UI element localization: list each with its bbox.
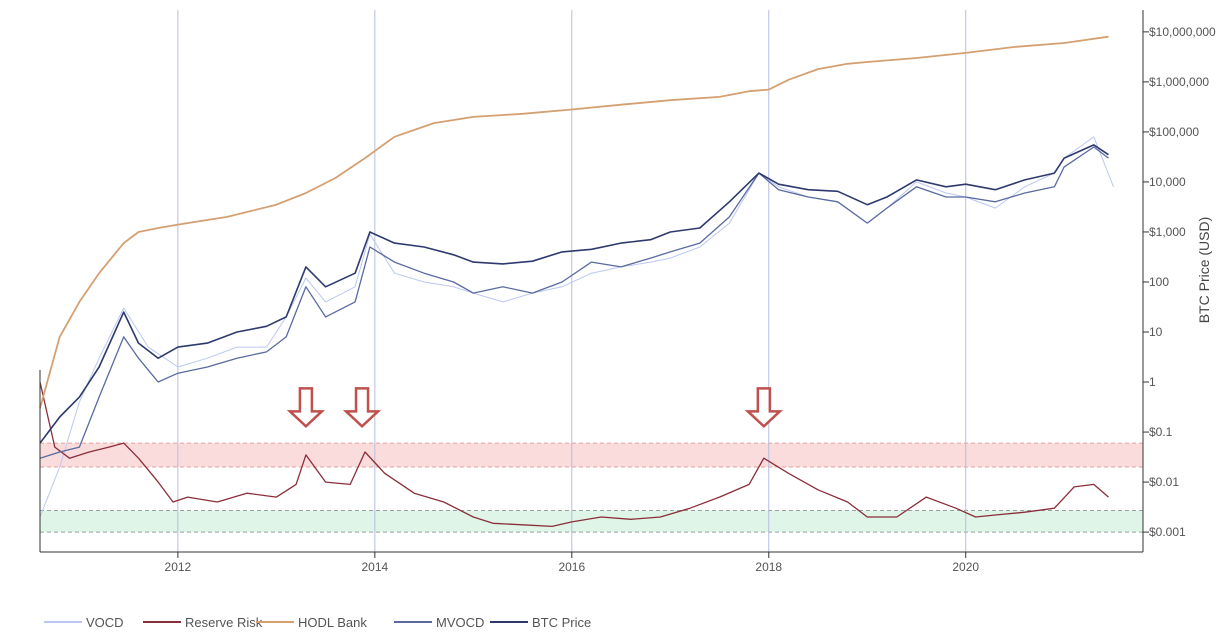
legend-item-reserve-risk[interactable]: Reserve Risk bbox=[143, 615, 263, 630]
y-tick-label-0-1: $0.1 bbox=[1149, 425, 1173, 439]
y-tick-label-10: 10 bbox=[1149, 325, 1163, 339]
legend-item-mvocd[interactable]: MVOCD bbox=[394, 615, 484, 630]
x-tick-label-2018: 2018 bbox=[755, 560, 782, 574]
legend-item-vocd[interactable]: VOCD bbox=[44, 615, 124, 630]
legend-label-mvocd: MVOCD bbox=[436, 615, 484, 630]
legend-label-btc-price: BTC Price bbox=[532, 615, 591, 630]
legend-item-btc-price[interactable]: BTC Price bbox=[490, 615, 591, 630]
vertical-grid bbox=[177, 10, 967, 552]
down-arrow-1 bbox=[342, 387, 382, 429]
legend-label-hodl-bank: HODL Bank bbox=[298, 615, 367, 630]
y-tick-label-1-000: $1,000 bbox=[1149, 225, 1186, 239]
y-tick-label-100: 100 bbox=[1149, 275, 1169, 289]
x-tick-label-2012: 2012 bbox=[165, 560, 192, 574]
y-tick-label-10-000: 10,000 bbox=[1149, 175, 1186, 189]
series-hodl-bank-line bbox=[39, 35, 1109, 409]
legend-label-vocd: VOCD bbox=[86, 615, 124, 630]
y-tick-label-100-000: $100,000 bbox=[1149, 125, 1199, 139]
x-tick-label-2014: 2014 bbox=[361, 560, 388, 574]
y-tick-label-10-000-000: $10,000,000 bbox=[1149, 25, 1216, 39]
y-axis-title: BTC Price (USD) bbox=[1196, 217, 1212, 324]
series-lines bbox=[39, 35, 1114, 528]
down-arrow-2 bbox=[744, 387, 784, 429]
x-tick-label-2020: 2020 bbox=[952, 560, 979, 574]
axes: 2012 2014 2016 2018 2020 $10,000,000 $1,000,00… bbox=[39, 10, 1216, 574]
down-arrow-0 bbox=[286, 387, 326, 429]
y-tick-label-0-01: $0.01 bbox=[1149, 475, 1179, 489]
series-btc-price-line bbox=[39, 144, 1109, 444]
series-mvocd-line bbox=[39, 146, 1109, 459]
y-tick-label-0-001: $0.001 bbox=[1149, 525, 1186, 539]
series-reserve-risk-line bbox=[39, 381, 1109, 528]
annotation-arrows bbox=[286, 387, 784, 429]
legend-label-reserve-risk: Reserve Risk bbox=[185, 615, 263, 630]
band-0 bbox=[40, 443, 1143, 468]
x-tick-label-2016: 2016 bbox=[558, 560, 585, 574]
y-tick-label-1-000-000: $1,000,000 bbox=[1149, 75, 1209, 89]
reserve-risk-bands bbox=[40, 442, 1143, 533]
legend[interactable]: VOCD Reserve Risk HODL Bank MVOCD BTC Price bbox=[44, 615, 591, 630]
y-tick-label-1: 1 bbox=[1149, 375, 1156, 389]
series-vocd-line bbox=[39, 136, 1114, 518]
legend-item-hodl-bank[interactable]: HODL Bank bbox=[256, 615, 367, 630]
band-1 bbox=[40, 510, 1143, 533]
